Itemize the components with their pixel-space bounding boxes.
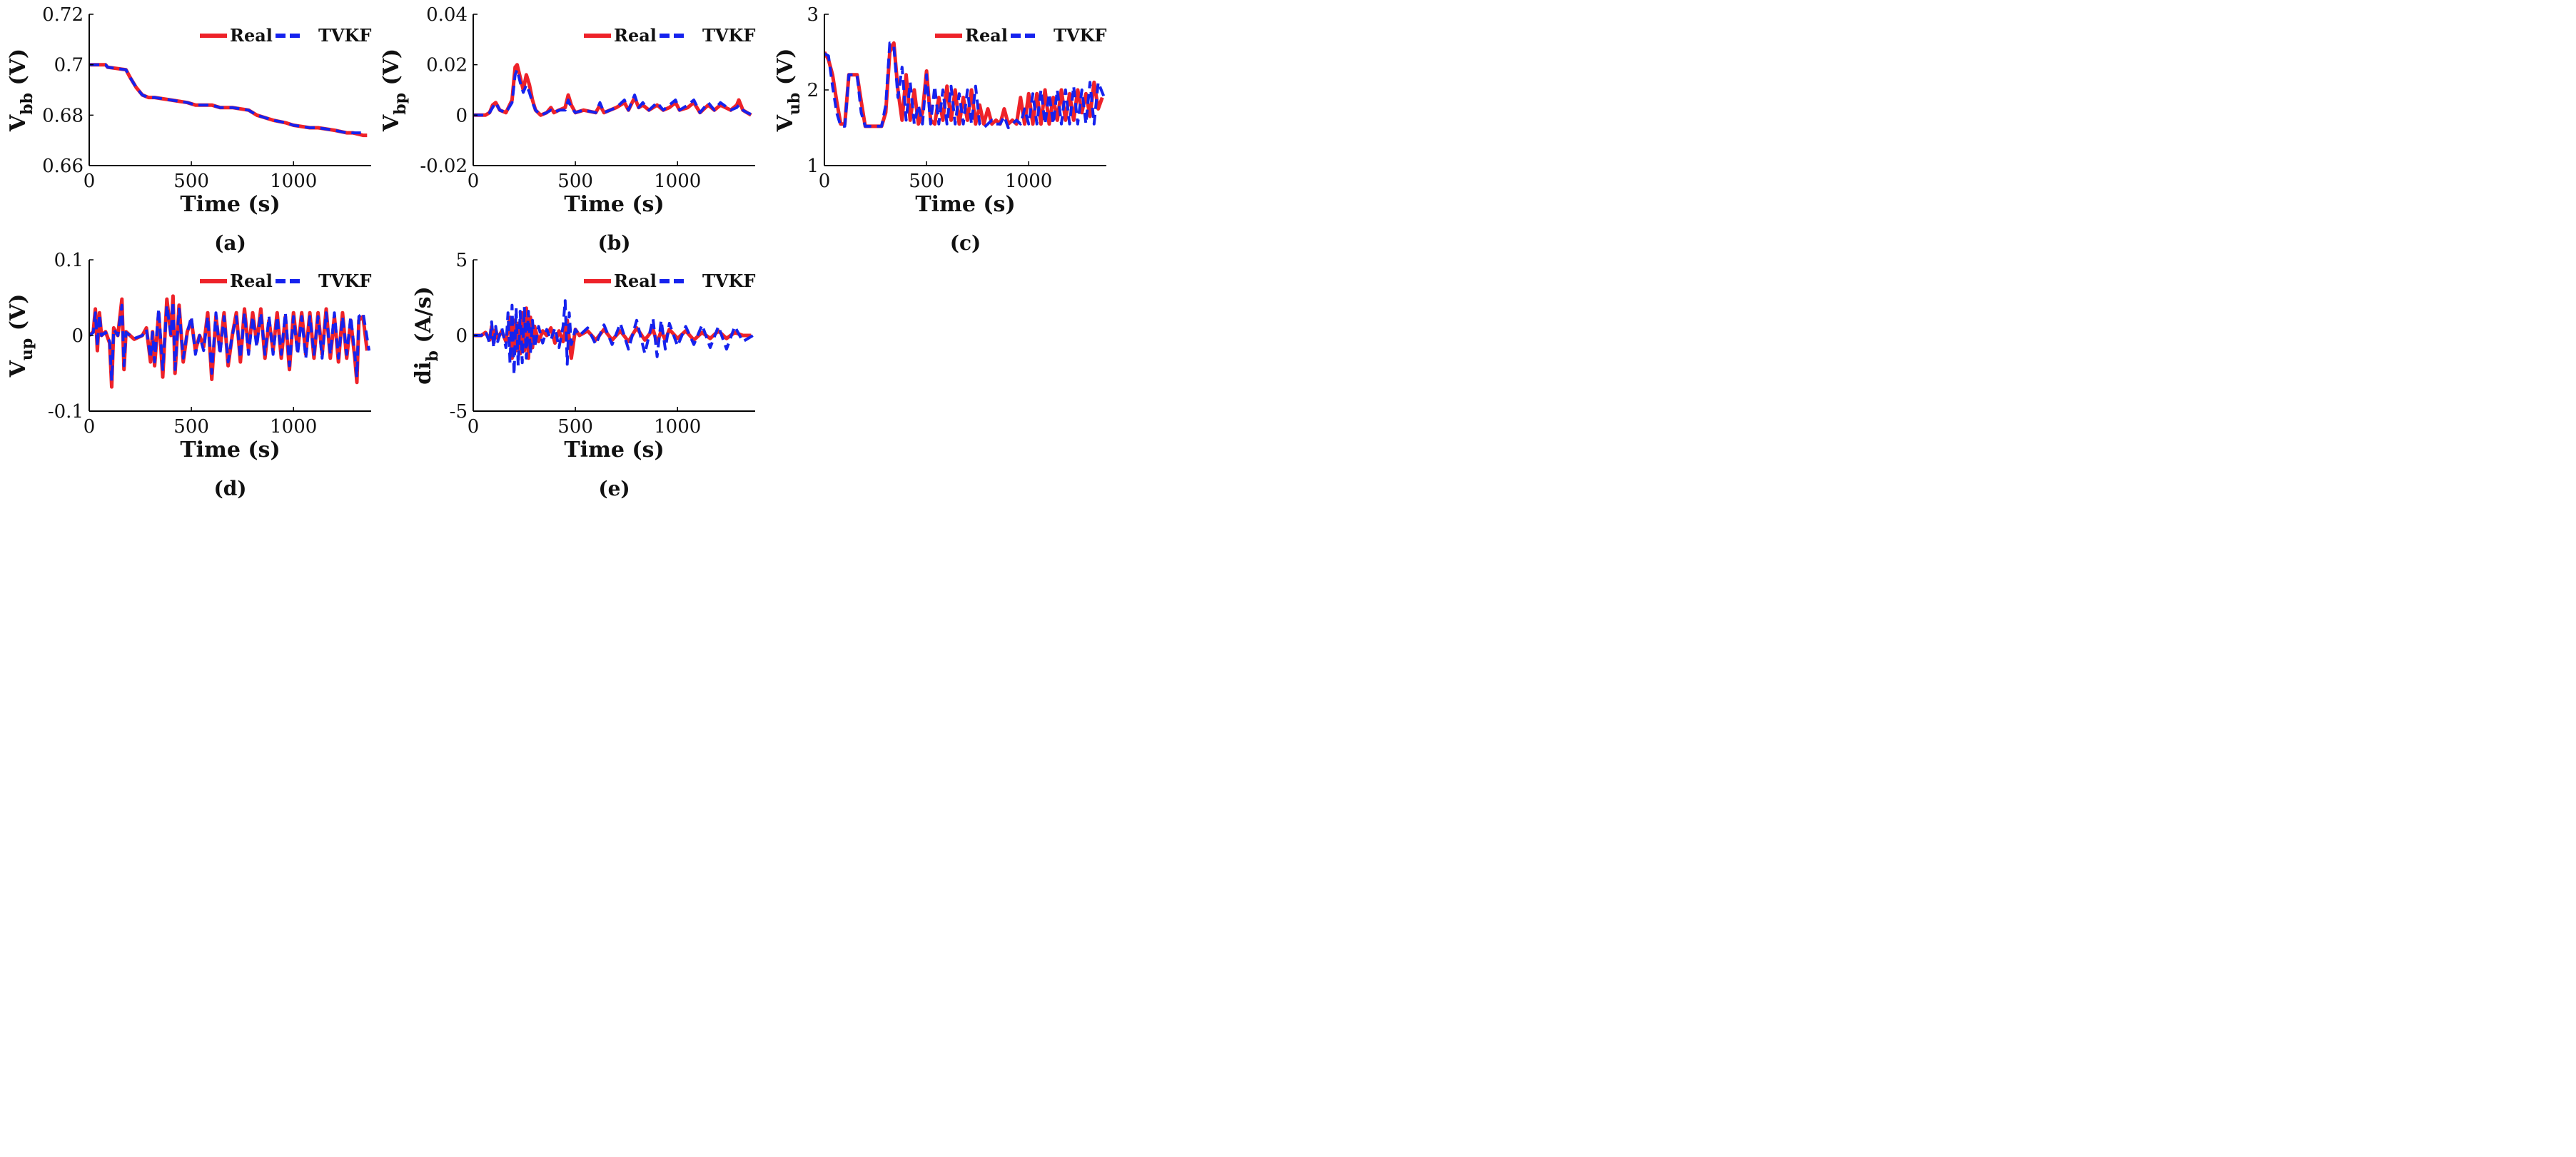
- y-tick-label-e: 5: [455, 250, 468, 271]
- panel-label-c: (c): [950, 231, 981, 255]
- y-tick-label-e: -5: [450, 401, 468, 423]
- y-tick-label-a: 0.72: [42, 4, 84, 26]
- x-axis-label-b: Time (s): [564, 192, 664, 217]
- y-tick-label-c: 3: [807, 4, 819, 26]
- y-tick-label-a: 0.7: [54, 55, 84, 76]
- legend-label-real-d: Real: [230, 271, 273, 291]
- chart-panel-c: 0 500 1000 1 2 3 Time (s) Vub (V) Real TVKF (c): [773, 4, 1106, 255]
- x-tick-label-a: 1000: [270, 171, 317, 192]
- x-tick-label-a: 0: [84, 171, 96, 192]
- legend-label-tvkf-a: TVKF: [318, 25, 371, 46]
- series-line-tvkf-e: [473, 299, 754, 377]
- legend-label-tvkf-c: TVKF: [1054, 25, 1106, 46]
- x-tick-label-c: 500: [909, 171, 944, 192]
- x-tick-label-a: 500: [173, 171, 209, 192]
- legend-label-real-e: Real: [614, 271, 657, 291]
- legend-label-real-b: Real: [614, 25, 657, 46]
- x-tick-label-e: 1000: [654, 416, 701, 438]
- series-line-tvkf-a: [89, 63, 361, 135]
- y-tick-label-d: 0.1: [54, 250, 84, 271]
- x-tick-label-d: 500: [173, 416, 209, 438]
- x-axis-label-a: Time (s): [180, 192, 280, 217]
- x-tick-label-b: 1000: [654, 171, 701, 192]
- y-tick-label-e: 0: [455, 325, 468, 347]
- x-tick-label-b: 500: [557, 171, 593, 192]
- legend-label-tvkf-e: TVKF: [702, 271, 755, 291]
- series-line-tvkf-b: [473, 68, 754, 117]
- y-tick-label-b: 0: [455, 105, 468, 126]
- y-tick-label-d: 0: [71, 325, 84, 347]
- series-line-real-c: [824, 41, 1104, 128]
- y-axis-label-d: Vup (V): [6, 294, 36, 378]
- y-axis-label-e: dib (A/s): [411, 286, 442, 385]
- y-tick-label-c: 2: [807, 80, 819, 101]
- x-tick-label-b: 0: [468, 171, 480, 192]
- x-tick-label-c: 0: [819, 171, 831, 192]
- y-axis-label-c: Vub (V): [773, 49, 804, 133]
- y-tick-label-b: 0.02: [426, 55, 468, 76]
- y-axis-label-b: Vbp (V): [379, 49, 410, 132]
- y-tick-label-c: 1: [807, 156, 819, 177]
- series-line-tvkf-c: [824, 41, 1106, 129]
- panel-label-d: (d): [213, 477, 246, 500]
- y-tick-label-b: -0.02: [420, 156, 468, 177]
- panel-label-a: (a): [214, 231, 246, 255]
- y-tick-label-b: 0.04: [426, 4, 468, 26]
- x-tick-label-c: 1000: [1005, 171, 1052, 192]
- x-tick-label-e: 500: [557, 416, 593, 438]
- x-tick-label-e: 0: [468, 416, 480, 438]
- panel-label-e: (e): [598, 477, 630, 500]
- series-line-real-d: [89, 294, 369, 389]
- y-axis-label-a: Vbb (V): [6, 49, 36, 132]
- x-tick-label-d: 1000: [270, 416, 317, 438]
- x-axis-label-d: Time (s): [180, 438, 280, 463]
- legend-label-real-c: Real: [965, 25, 1008, 46]
- chart-panel-a: 0 500 1000 0.66 0.68 0.7 0.72 Time (s) Vbb (V) Re…: [6, 4, 371, 255]
- legend-label-tvkf-d: TVKF: [318, 271, 371, 291]
- x-axis-label-e: Time (s): [564, 438, 664, 463]
- y-tick-label-a: 0.66: [42, 156, 84, 177]
- series-line-real-a: [89, 63, 368, 138]
- x-tick-label-d: 0: [84, 416, 96, 438]
- legend-label-real-a: Real: [230, 25, 273, 46]
- y-tick-label-d: -0.1: [48, 401, 84, 423]
- legend-label-tvkf-b: TVKF: [702, 25, 755, 46]
- y-tick-label-a: 0.68: [42, 105, 84, 126]
- x-axis-label-c: Time (s): [915, 192, 1015, 217]
- panel-label-b: (b): [597, 231, 630, 255]
- series-line-tvkf-d: [89, 300, 371, 383]
